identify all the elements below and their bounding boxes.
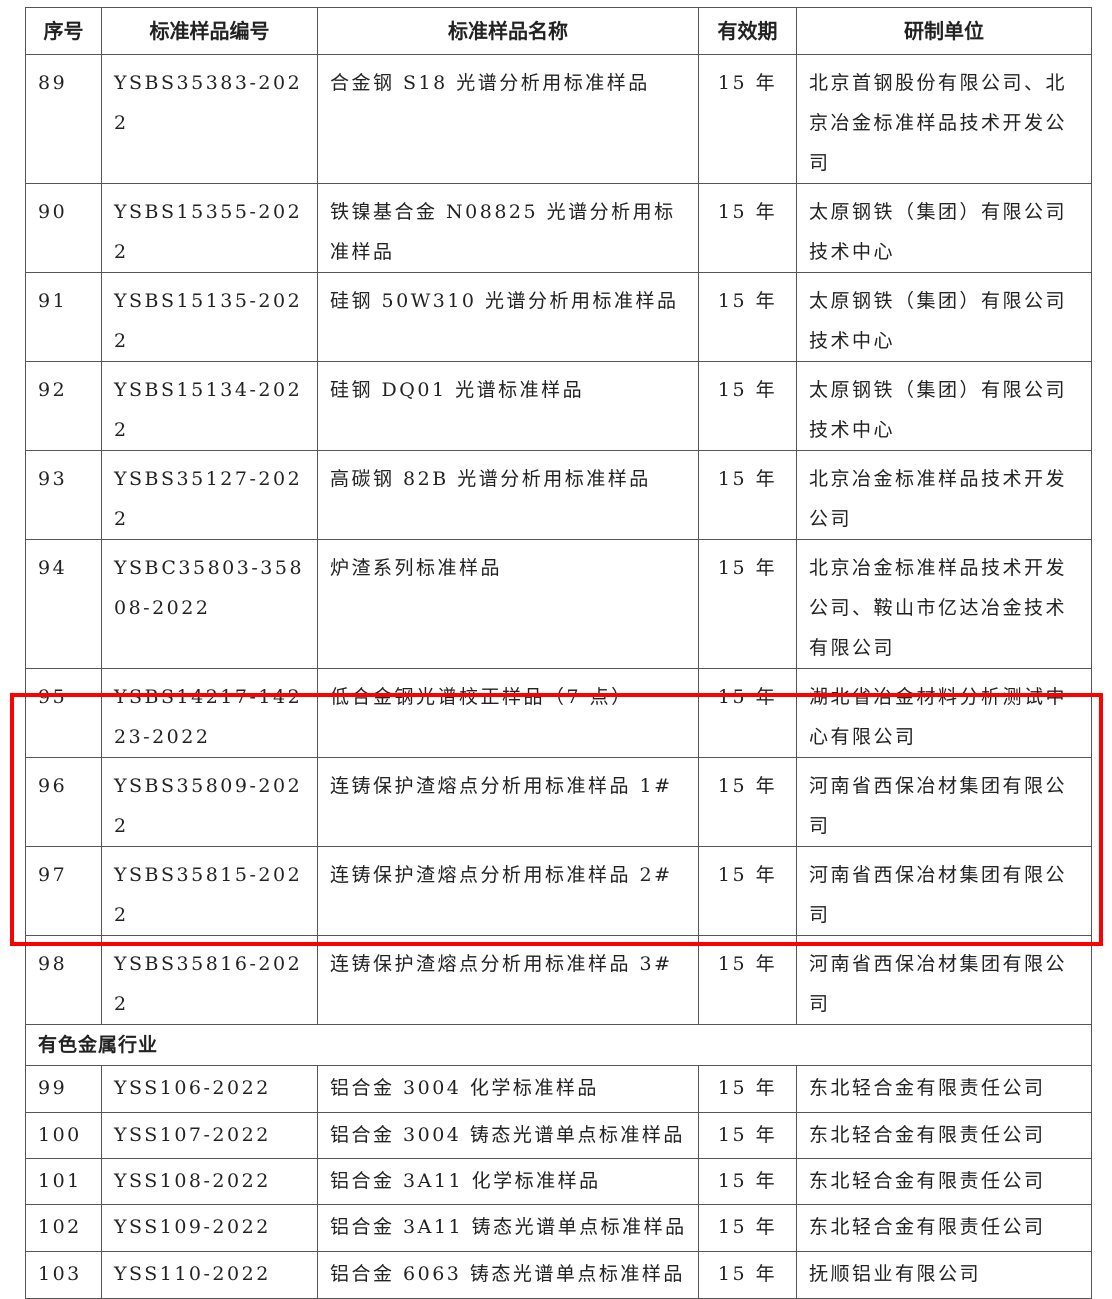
cell-unit: 东北轻合金有限责任公司 <box>796 1065 1092 1113</box>
cell-validity: 15 年 <box>698 1158 797 1205</box>
cell-no: 92 <box>25 361 102 451</box>
cell-code: YSBS35815-2022 <box>101 846 318 936</box>
cell-no: 95 <box>25 668 102 758</box>
cell-unit: 东北轻合金有限责任公司 <box>796 1158 1092 1205</box>
cell-name: 炉渣系列标准样品 <box>317 539 699 669</box>
header-code: 标准样品编号 <box>101 7 318 55</box>
table-row: 92 YSBS15134-2022 硅钢 DQ01 光谱标准样品 15 年太原钢铁（集… <box>25 361 1092 451</box>
cell-no: 96 <box>25 757 102 847</box>
cell-validity: 15 年 <box>698 668 797 758</box>
cell-unit: 河南省西保冶材集团有限公司 <box>796 757 1092 847</box>
cell-name: 合金钢 S18 光谱分析用标准样品 <box>317 54 699 184</box>
table-row: 94 YSBC35803-35808-2022 炉渣系列标准样品 15 年北京冶金标准… <box>25 539 1092 669</box>
cell-validity: 15 年 <box>698 757 797 847</box>
section-title: 有色金属行业 <box>25 1024 1092 1066</box>
cell-no: 103 <box>25 1251 102 1299</box>
cell-validity: 15 年 <box>698 1065 797 1113</box>
cell-code: YSBS35809-2022 <box>101 757 318 847</box>
cell-no: 93 <box>25 450 102 540</box>
cell-no: 101 <box>25 1158 102 1205</box>
cell-no: 89 <box>25 54 102 184</box>
cell-no: 91 <box>25 272 102 362</box>
cell-code: YSS109-2022 <box>101 1204 318 1252</box>
cell-unit: 东北轻合金有限责任公司 <box>796 1204 1092 1252</box>
table-row: 99 YSS106-2022 铝合金 3004 化学标准样品 15 年东北轻合金有限责… <box>25 1065 1092 1113</box>
cell-no: 99 <box>25 1065 102 1113</box>
cell-validity: 15 年 <box>698 935 797 1025</box>
cell-code: YSBC35803-35808-2022 <box>101 539 318 669</box>
table-row: 100 YSS107-2022 铝合金 3004 铸态光谱单点标准样品 15 年东北轻… <box>25 1112 1092 1159</box>
table-row: 90 YSBS15355-2022 铁镍基合金 N08825 光谱分析用标准样品 15… <box>25 183 1092 273</box>
header-row: 序号 标准样品编号 标准样品名称 有效期 研制单位 <box>25 7 1092 55</box>
cell-validity: 15 年 <box>698 1204 797 1252</box>
cell-unit: 河南省西保冶材集团有限公司 <box>796 935 1092 1025</box>
cell-code: YSS107-2022 <box>101 1112 318 1159</box>
cell-name: 铝合金 3004 化学标准样品 <box>317 1065 699 1113</box>
table-row: 95 YSBS14217-14223-2022 低合金钢光谱校正样品（7 点） 15 … <box>25 668 1092 758</box>
section-row: 有色金属行业 <box>25 1024 1092 1066</box>
cell-code: YSS106-2022 <box>101 1065 318 1113</box>
cell-unit: 东北轻合金有限责任公司 <box>796 1112 1092 1159</box>
cell-validity: 15 年 <box>698 272 797 362</box>
table-row: 97 YSBS35815-2022 连铸保护渣熔点分析用标准样品 2# 15 年河南省… <box>25 846 1092 936</box>
cell-name: 铝合金 3A11 化学标准样品 <box>317 1158 699 1205</box>
cell-code: YSBS35383-2022 <box>101 54 318 184</box>
cell-no: 100 <box>25 1112 102 1159</box>
cell-unit: 太原钢铁（集团）有限公司技术中心 <box>796 361 1092 451</box>
cell-no: 102 <box>25 1204 102 1252</box>
cell-no: 90 <box>25 183 102 273</box>
header-unit: 研制单位 <box>796 7 1092 55</box>
cell-validity: 15 年 <box>698 361 797 451</box>
cell-validity: 15 年 <box>698 1112 797 1159</box>
header-name: 标准样品名称 <box>317 7 699 55</box>
cell-name: 铝合金 6063 铸态光谱单点标准样品 <box>317 1251 699 1299</box>
cell-unit: 北京冶金标准样品技术开发公司、鞍山市亿达冶金技术有限公司 <box>796 539 1092 669</box>
header-validity: 有效期 <box>698 7 797 55</box>
cell-unit: 湖北省冶金材料分析测试中心有限公司 <box>796 668 1092 758</box>
cell-name: 连铸保护渣熔点分析用标准样品 3# <box>317 935 699 1025</box>
table-row: 96 YSBS35809-2022 连铸保护渣熔点分析用标准样品 1# 15 年河南省… <box>25 757 1092 847</box>
cell-validity: 15 年 <box>698 539 797 669</box>
cell-unit: 太原钢铁（集团）有限公司技术中心 <box>796 272 1092 362</box>
cell-code: YSBS35127-2022 <box>101 450 318 540</box>
cell-code: YSBS15135-2022 <box>101 272 318 362</box>
cell-name: 硅钢 DQ01 光谱标准样品 <box>317 361 699 451</box>
cell-name: 连铸保护渣熔点分析用标准样品 1# <box>317 757 699 847</box>
cell-code: YSS110-2022 <box>101 1251 318 1299</box>
cell-unit: 河南省西保冶材集团有限公司 <box>796 846 1092 936</box>
cell-code: YSBS14217-14223-2022 <box>101 668 318 758</box>
cell-code: YSBS15134-2022 <box>101 361 318 451</box>
table-row: 103 YSS110-2022 铝合金 6063 铸态光谱单点标准样品 15 年抚顺铝… <box>25 1251 1092 1299</box>
cell-name: 高碳钢 82B 光谱分析用标准样品 <box>317 450 699 540</box>
cell-validity: 15 年 <box>698 54 797 184</box>
cell-code: YSBS15355-2022 <box>101 183 318 273</box>
table-row: 102 YSS109-2022 铝合金 3A11 铸态光谱单点标准样品 15 年东北轻… <box>25 1204 1092 1252</box>
table-row: 93 YSBS35127-2022 高碳钢 82B 光谱分析用标准样品 15 年北京冶… <box>25 450 1092 540</box>
standard-samples-table: 序号 标准样品编号 标准样品名称 有效期 研制单位 89 YSBS35383-20… <box>25 7 1092 1299</box>
table-row: 89 YSBS35383-2022 合金钢 S18 光谱分析用标准样品 15 年北京首… <box>25 54 1092 184</box>
cell-name: 低合金钢光谱校正样品（7 点） <box>317 668 699 758</box>
cell-name: 铝合金 3004 铸态光谱单点标准样品 <box>317 1112 699 1159</box>
cell-no: 97 <box>25 846 102 936</box>
cell-validity: 15 年 <box>698 846 797 936</box>
cell-name: 铝合金 3A11 铸态光谱单点标准样品 <box>317 1204 699 1252</box>
cell-name: 连铸保护渣熔点分析用标准样品 2# <box>317 846 699 936</box>
cell-name: 铁镍基合金 N08825 光谱分析用标准样品 <box>317 183 699 273</box>
cell-unit: 北京首钢股份有限公司、北京冶金标准样品技术开发公司 <box>796 54 1092 184</box>
cell-unit: 北京冶金标准样品技术开发公司 <box>796 450 1092 540</box>
cell-validity: 15 年 <box>698 1251 797 1299</box>
header-no: 序号 <box>25 7 102 55</box>
cell-unit: 太原钢铁（集团）有限公司技术中心 <box>796 183 1092 273</box>
cell-unit: 抚顺铝业有限公司 <box>796 1251 1092 1299</box>
cell-code: YSBS35816-2022 <box>101 935 318 1025</box>
cell-validity: 15 年 <box>698 450 797 540</box>
table-row: 101 YSS108-2022 铝合金 3A11 化学标准样品 15 年东北轻合金有限… <box>25 1158 1092 1205</box>
cell-name: 硅钢 50W310 光谱分析用标准样品 <box>317 272 699 362</box>
cell-no: 94 <box>25 539 102 669</box>
cell-code: YSS108-2022 <box>101 1158 318 1205</box>
cell-no: 98 <box>25 935 102 1025</box>
table-row: 91 YSBS15135-2022 硅钢 50W310 光谱分析用标准样品 15 年太… <box>25 272 1092 362</box>
table-row: 98 YSBS35816-2022 连铸保护渣熔点分析用标准样品 3# 15 年河南省… <box>25 935 1092 1025</box>
cell-validity: 15 年 <box>698 183 797 273</box>
